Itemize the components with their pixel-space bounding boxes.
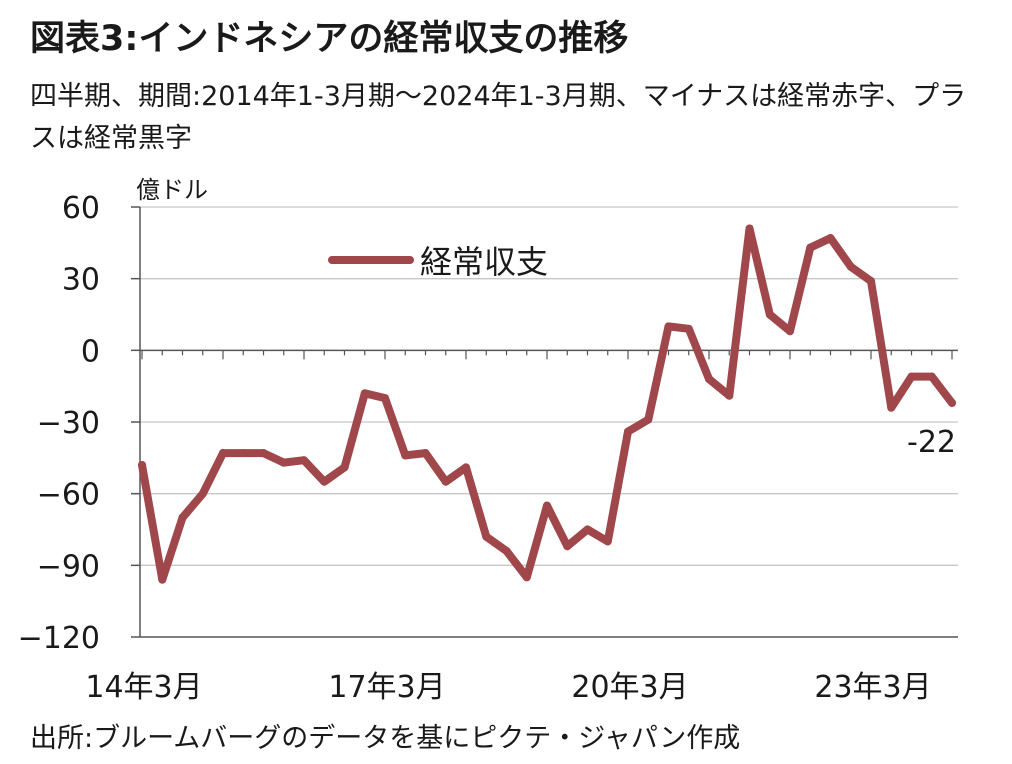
y-axis-unit-label: 億ドル — [136, 176, 208, 204]
data-point — [421, 449, 430, 458]
data-point — [786, 327, 794, 336]
y-tick-label: 0 — [81, 334, 100, 369]
data-point — [705, 375, 713, 383]
end-value-label: -22 — [907, 425, 956, 460]
data-point — [603, 537, 612, 546]
data-point — [927, 372, 936, 381]
data-point — [846, 262, 855, 271]
data-point — [300, 456, 308, 465]
y-tick-label: −90 — [37, 549, 100, 584]
data-point — [279, 458, 288, 467]
data-point — [158, 575, 167, 584]
data-point — [178, 513, 187, 522]
data-point — [320, 477, 329, 486]
data-point — [401, 451, 410, 460]
y-tick-label: −60 — [37, 478, 100, 513]
data-point — [745, 224, 754, 233]
y-tick-label: −30 — [37, 406, 100, 441]
data-point — [826, 234, 835, 243]
series-line — [138, 224, 956, 584]
data-point — [259, 449, 268, 458]
data-point — [239, 449, 248, 458]
x-tick-label: 23年3月 — [814, 670, 931, 705]
y-tick-labels: 60 30 0 −30 −60 −90 −120 — [18, 191, 100, 656]
data-point — [462, 463, 470, 472]
data-point — [563, 542, 572, 551]
legend-label: 経常収支 — [420, 243, 548, 281]
data-point — [684, 324, 693, 333]
data-point — [725, 391, 734, 400]
data-point — [502, 547, 511, 555]
data-point — [765, 310, 774, 319]
data-point — [198, 489, 207, 498]
data-point — [664, 322, 673, 331]
data-point — [482, 532, 491, 541]
y-tick-label: −120 — [18, 621, 100, 656]
data-point — [543, 501, 551, 510]
chart-subtitle: 四半期、期間:2014年1-3月期〜2024年1-3月期、マイナスは経常赤字、プ… — [30, 81, 967, 154]
series-layer — [138, 224, 956, 584]
data-point — [138, 461, 146, 469]
y-tick-label: 60 — [62, 191, 100, 226]
data-point — [948, 398, 956, 407]
data-point — [907, 372, 916, 381]
data-point — [340, 463, 349, 472]
x-tick-label: 20年3月 — [571, 670, 688, 705]
gridlines — [140, 206, 958, 566]
data-point — [644, 415, 653, 424]
x-tick-label: 14年3月 — [85, 670, 202, 705]
data-point — [887, 403, 896, 412]
data-point — [624, 427, 632, 436]
source-note: 出所:ブルームバーグのデータを基にピクテ・ジャパン作成 — [30, 723, 741, 754]
x-tick-label: 17年3月 — [328, 670, 445, 705]
legend: 経常収支 — [328, 243, 548, 281]
data-point — [522, 573, 531, 582]
data-point — [867, 277, 875, 286]
data-point — [381, 394, 389, 403]
data-point — [583, 525, 592, 534]
x-tick-labels: 14年3月 17年3月 20年3月 23年3月 — [85, 670, 931, 705]
axes — [131, 206, 958, 638]
data-point — [806, 243, 815, 252]
data-point — [360, 389, 369, 398]
data-point — [441, 477, 450, 486]
chart-title: 図表3:インドネシアの経常収支の推移 — [30, 19, 629, 59]
y-tick-label: 30 — [62, 263, 100, 298]
data-point — [219, 449, 227, 458]
